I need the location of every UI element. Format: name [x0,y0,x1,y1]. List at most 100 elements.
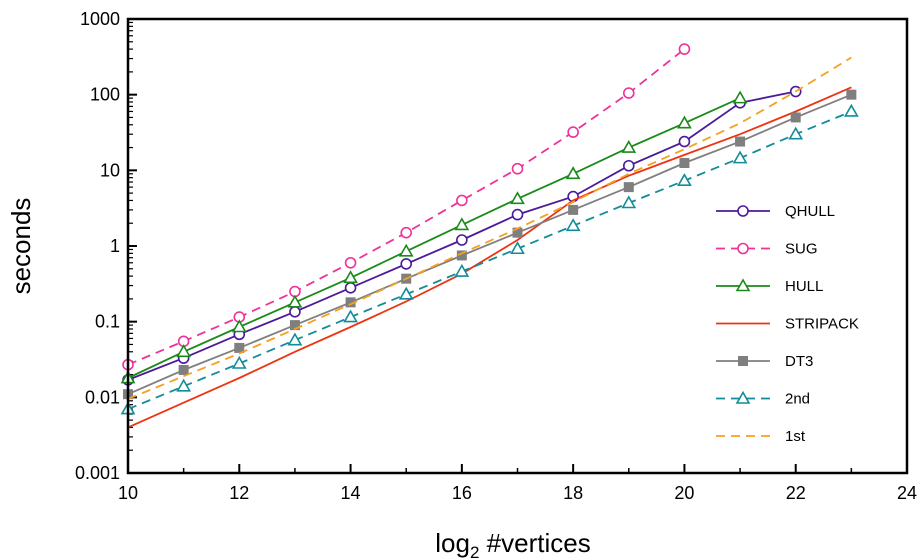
series-line-1st [127,56,852,400]
series-stripack [127,86,852,429]
series-hull [120,90,748,384]
x-axis-label-subscript: 2 [470,543,479,560]
y-tick-label: 10 [100,160,120,180]
series-1st [127,56,852,400]
data-point-qhull [289,306,301,318]
x-tick-label: 20 [674,483,694,503]
x-tick-label: 14 [341,483,361,503]
legend-marker-dt3 [738,356,748,366]
legend-item-hull: HULL [716,278,823,295]
series-line-sug [127,48,685,366]
y-tick-label: 0.1 [95,312,120,332]
series-sug [122,43,691,371]
y-tick-label: 0.01 [85,387,120,407]
data-point-hull [621,139,637,153]
legend-marker-qhull [737,205,749,217]
legend-label-hull: HULL [785,278,823,295]
data-point-2nd [176,378,192,392]
data-point-dt3 [568,204,579,215]
data-point-hull [565,166,581,180]
data-point-dt3 [345,297,356,308]
legend-label-qhull: QHULL [785,203,835,220]
y-tick-label: 1000 [80,9,120,29]
legend-label-dt3: DT3 [785,353,813,370]
data-point-2nd [454,263,470,277]
legend-item-2nd: 2nd [716,391,810,408]
data-point-hull [454,217,470,231]
legend-label-1st: 1st [785,428,806,445]
y-tick-label: 1 [110,236,120,256]
data-point-sug [511,162,524,175]
legend-item-qhull: QHULL [716,203,835,220]
data-point-dt3 [790,112,801,123]
data-point-dt3 [178,364,189,375]
data-point-hull [510,191,525,205]
data-point-sug [678,43,691,55]
data-point-2nd [677,173,692,186]
data-point-hull [231,319,247,333]
legend-item-stripack: STRIPACK [716,316,859,333]
series-2nd [120,103,859,415]
series-line-dt3 [127,93,852,396]
data-point-dt3 [679,158,690,169]
data-point-qhull [344,282,357,294]
legend-item-sug: SUG [716,241,818,258]
data-point-hull [677,115,692,129]
data-point-qhull [456,234,468,246]
series-qhull [122,85,802,386]
data-point-hull [343,270,358,284]
data-point-hull [732,90,748,104]
data-point-hull [287,294,303,308]
x-tick-label: 24 [897,483,917,503]
data-point-dt3 [512,227,523,238]
data-point-qhull [400,258,413,270]
plot-frame [126,17,909,475]
data-point-sug [622,87,635,99]
y-tick-label: 0.001 [75,463,120,483]
data-point-dt3 [456,250,467,261]
series-dt3 [123,89,857,400]
data-point-hull [398,243,414,257]
data-point-dt3 [623,182,634,193]
data-point-sug [456,194,468,207]
data-point-dt3 [289,320,300,331]
data-point-2nd [343,309,358,323]
data-point-2nd [621,195,637,209]
data-point-dt3 [735,136,746,147]
x-tick-label: 22 [786,483,806,503]
series-line-hull [127,97,741,379]
data-point-sug [344,256,357,269]
data-point-qhull [678,135,691,148]
data-point-2nd [398,286,414,300]
x-tick-label: 12 [229,483,249,503]
legend-marker-sug [737,242,749,255]
x-axis-label-main: log [435,528,470,558]
data-point-2nd [788,126,804,140]
data-point-sug [567,126,579,138]
data-point-2nd [732,150,748,164]
x-axis-label: log2 #vertices [435,528,590,560]
data-point-2nd [843,103,859,117]
data-point-2nd [565,218,581,232]
series-line-2nd [127,110,852,410]
legend-item-1st: 1st [716,428,806,445]
tick-labels: 10 12 14 16 18 20 22 24 0.001 0.01 0.1 1 10 100 1000 [75,9,917,503]
data-point-2nd [231,355,247,369]
data-point-qhull [511,208,524,221]
data-point-qhull [622,159,635,172]
legend: QHULL SUG HULL STRIPACK DT3 2nd 1st [716,203,859,445]
x-tick-label: 16 [452,483,472,503]
legend-label-2nd: 2nd [785,391,810,408]
series-layer [120,43,859,429]
x-tick-label: 10 [118,483,138,503]
legend-item-dt3: DT3 [716,353,813,370]
y-axis-label: seconds [6,198,36,295]
legend-label-stripack: STRIPACK [785,316,859,333]
y-tick-label: 100 [90,85,120,105]
data-point-hull [176,344,192,358]
data-point-sug [400,226,413,239]
data-point-2nd [287,332,303,346]
data-point-dt3 [234,342,245,353]
legend-label-sug: SUG [785,241,818,258]
